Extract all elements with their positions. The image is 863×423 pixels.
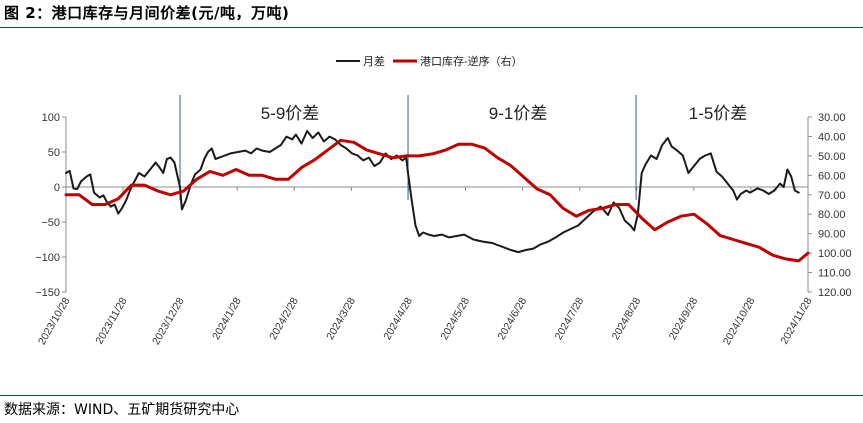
y-right-tick-label: 70.00 bbox=[818, 190, 846, 202]
source-note: 数据来源：WIND、五矿期货研究中心 bbox=[4, 402, 240, 418]
x-tick-label: 2023/10/28 bbox=[36, 295, 73, 347]
x-tick-label: 2024/5/28 bbox=[438, 295, 472, 342]
legend: 月差 港口库存-逆序（右） bbox=[336, 54, 523, 68]
y-left-tick-label: −100 bbox=[35, 252, 60, 264]
axes: 100 50 0 −50 −100 −150 30.00 40.00 50.00 60.00 70.… bbox=[35, 112, 851, 347]
x-tick-label: 2024/6/28 bbox=[495, 295, 529, 342]
x-tick-label: 2023/11/28 bbox=[93, 295, 129, 346]
y-left-tick-label: −150 bbox=[35, 287, 60, 299]
y-right-tick-label: 60.00 bbox=[818, 170, 846, 182]
x-tick-label: 2024/2/28 bbox=[267, 295, 301, 342]
chart: 100 50 0 −50 −100 −150 30.00 40.00 50.00 60.00 70.… bbox=[35, 54, 851, 347]
x-tick-label: 2024/4/28 bbox=[381, 295, 415, 342]
x-tick-label: 2024/9/28 bbox=[667, 295, 701, 342]
y-right-tick-label: 40.00 bbox=[818, 131, 846, 143]
y-left-tick-label: 0 bbox=[54, 182, 60, 194]
y-right-tick-label: 100.00 bbox=[818, 248, 852, 260]
x-tick-label: 2024/8/28 bbox=[610, 295, 644, 342]
y-left-tick-label: 100 bbox=[42, 112, 60, 124]
series-line-inventory bbox=[64, 138, 810, 263]
y-right-tick-label: 120.00 bbox=[818, 287, 852, 299]
series-group bbox=[64, 130, 810, 263]
y-right-tick-label: 90.00 bbox=[818, 229, 846, 241]
legend-label: 月差 bbox=[363, 54, 385, 68]
source-divider bbox=[0, 395, 863, 396]
x-tick-label: 2024/3/28 bbox=[324, 295, 358, 342]
series-line-spread bbox=[65, 130, 800, 254]
title-divider bbox=[0, 27, 863, 28]
y-right-tick-label: 110.00 bbox=[818, 268, 851, 280]
period-label: 9-1价差 bbox=[489, 104, 548, 123]
x-tick-label: 2024/11/28 bbox=[778, 295, 814, 346]
legend-label: 港口库存-逆序（右） bbox=[420, 54, 523, 68]
y-left-tick-label: −50 bbox=[41, 217, 60, 229]
period-dividers: 5-9价差 9-1价差 1-5价差 bbox=[179, 95, 748, 200]
period-label: 5-9价差 bbox=[261, 104, 320, 123]
x-tick-label: 2023/12/28 bbox=[150, 295, 187, 347]
x-tick-label: 2024/7/28 bbox=[553, 295, 587, 342]
period-label: 1-5价差 bbox=[689, 104, 748, 123]
y-left-tick-label: 50 bbox=[48, 147, 60, 159]
x-tick-label: 2024/10/28 bbox=[721, 295, 758, 347]
chart-title: 图 2：港口库存与月间价差(元/吨，万吨) bbox=[4, 4, 290, 22]
x-tick-label: 2024/1/28 bbox=[210, 295, 244, 342]
y-right-tick-label: 30.00 bbox=[818, 112, 846, 124]
y-right-tick-label: 80.00 bbox=[818, 209, 846, 221]
y-right-tick-label: 50.00 bbox=[818, 151, 846, 163]
